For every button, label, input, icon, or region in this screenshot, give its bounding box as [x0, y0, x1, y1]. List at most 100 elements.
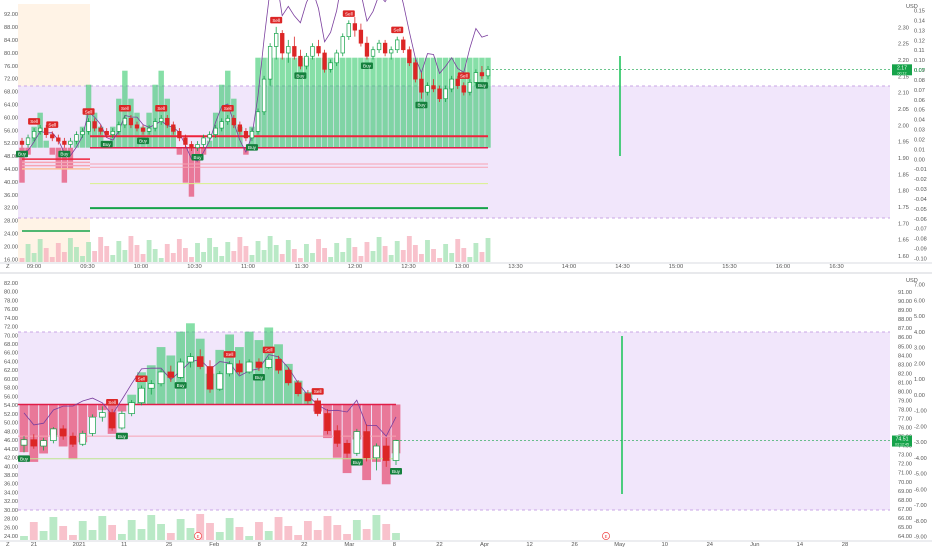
volume-bar	[49, 257, 55, 262]
candle-body	[346, 23, 351, 38]
candle-body	[177, 131, 182, 139]
sell-signal-badge	[135, 375, 148, 383]
volume-bar	[207, 238, 213, 262]
candle-body	[25, 137, 31, 145]
volume-bar	[294, 535, 303, 540]
last-price-sublabel: 03:12:45	[895, 443, 909, 447]
buy-signal-text: Buy	[296, 73, 305, 78]
buy-signal-badge	[390, 468, 402, 475]
buy-signal-text: Buy	[139, 139, 148, 144]
volume-bar	[388, 255, 394, 262]
buy-signal-badge	[115, 432, 128, 440]
right-osc-tick: -0.05	[914, 207, 927, 213]
candle-body	[187, 356, 194, 363]
sell-signal-badge	[311, 388, 324, 395]
left-axis-tick: 78.00	[4, 298, 18, 304]
momentum-bar	[25, 147, 31, 155]
right-price-tick: 65.00	[898, 525, 912, 531]
volume-bar	[362, 529, 371, 540]
volume-bar	[88, 530, 97, 540]
volume-bar	[235, 527, 244, 540]
left-axis-tick: 50.00	[4, 421, 18, 427]
right-price-tick: 70.00	[898, 480, 912, 486]
x-axis-label: 15:30	[722, 264, 737, 270]
volume-bar	[31, 253, 37, 262]
volume-bar	[455, 239, 461, 262]
x-axis-label: Mar	[344, 542, 354, 548]
momentum-bar	[273, 57, 279, 148]
candle-body	[189, 144, 194, 149]
intraday-pane[interactable]: 92.00 88.00 84.00 80.00 76.00 72.00 68.00 64.00…	[0, 0, 932, 270]
sell-signal-text: Sell	[460, 73, 468, 78]
x-axis-label: 25	[166, 542, 172, 548]
right-osc-tick: 6.00	[914, 298, 925, 304]
daily-pane[interactable]: 82.0080.0078.0076.0074.0072.0070.0068.00…	[0, 278, 932, 548]
momentum-bar	[315, 57, 322, 148]
candle-body	[353, 431, 361, 454]
candle-body	[206, 366, 214, 390]
volume-bar	[157, 524, 165, 540]
last-price-sublabel: 00:12	[898, 71, 907, 75]
buy-signal-badge	[360, 62, 373, 70]
buy-signal-badge	[100, 140, 113, 148]
candle-body	[80, 131, 85, 135]
volume-bar	[267, 236, 273, 262]
volume-bar	[443, 244, 449, 262]
buy-signal-badge	[16, 150, 28, 158]
buy-signal-text: Buy	[353, 460, 362, 465]
momentum-bar	[303, 57, 310, 148]
volume-bar	[86, 242, 91, 262]
left-axis-tick: 52.00	[4, 412, 18, 418]
buy-signal-text: Buy	[18, 152, 27, 157]
right-price-tick: 76.00	[898, 426, 912, 432]
candle-body	[343, 442, 351, 454]
candle-body	[59, 428, 67, 437]
volume-bar	[98, 237, 104, 262]
right-osc-tick: -0.08	[914, 237, 927, 243]
right-osc-tick: 0.13	[914, 28, 925, 34]
candle-body	[292, 46, 297, 57]
candle-body	[108, 412, 116, 429]
volume-bar	[213, 247, 219, 262]
sell-signal-text: Sell	[314, 389, 322, 394]
buy-signal-text: Buy	[194, 155, 203, 160]
momentum-bar	[342, 404, 352, 474]
volume-bar	[303, 521, 312, 540]
momentum-bar	[442, 57, 449, 148]
x-axis-label: 11	[121, 542, 127, 548]
momentum-bar	[424, 57, 431, 148]
volume-bar	[140, 254, 146, 262]
x-axis-label: 8	[258, 542, 261, 548]
x-axis-label: 26	[571, 542, 577, 548]
momentum-bar	[352, 57, 358, 148]
right-osc-tick: 0.06	[914, 98, 925, 104]
volume-bar	[392, 533, 400, 540]
candle-body	[294, 382, 302, 394]
momentum-bar	[309, 57, 316, 148]
candle-body	[324, 413, 331, 432]
momentum-bar	[78, 404, 88, 443]
earnings-event-icon	[194, 532, 202, 540]
momentum-bar	[206, 140, 213, 148]
volume-bar	[352, 247, 358, 262]
right-axis-unit: USD	[906, 4, 918, 10]
volume-bar	[108, 525, 117, 540]
candle-body	[443, 88, 448, 100]
last-price-text: 2.17	[897, 65, 907, 71]
right-price-tick: 1.60	[898, 254, 909, 260]
volume-bar	[110, 255, 116, 262]
candle-body	[196, 356, 204, 367]
buy-signal-badge	[475, 82, 488, 89]
sell-signal-text: Sell	[121, 106, 129, 111]
right-osc-tick: -4.00	[914, 456, 927, 462]
volume-bar	[358, 256, 364, 262]
right-osc-tick: 3.00	[914, 346, 925, 352]
momentum-bar	[182, 147, 189, 183]
candle-body	[31, 131, 37, 139]
right-osc-tick: -0.01	[914, 167, 927, 173]
x-axis-label: 13:30	[508, 264, 523, 270]
left-axis-tick: 56.00	[4, 128, 18, 134]
momentum-bar	[297, 57, 304, 148]
last-price-badge	[892, 435, 912, 447]
